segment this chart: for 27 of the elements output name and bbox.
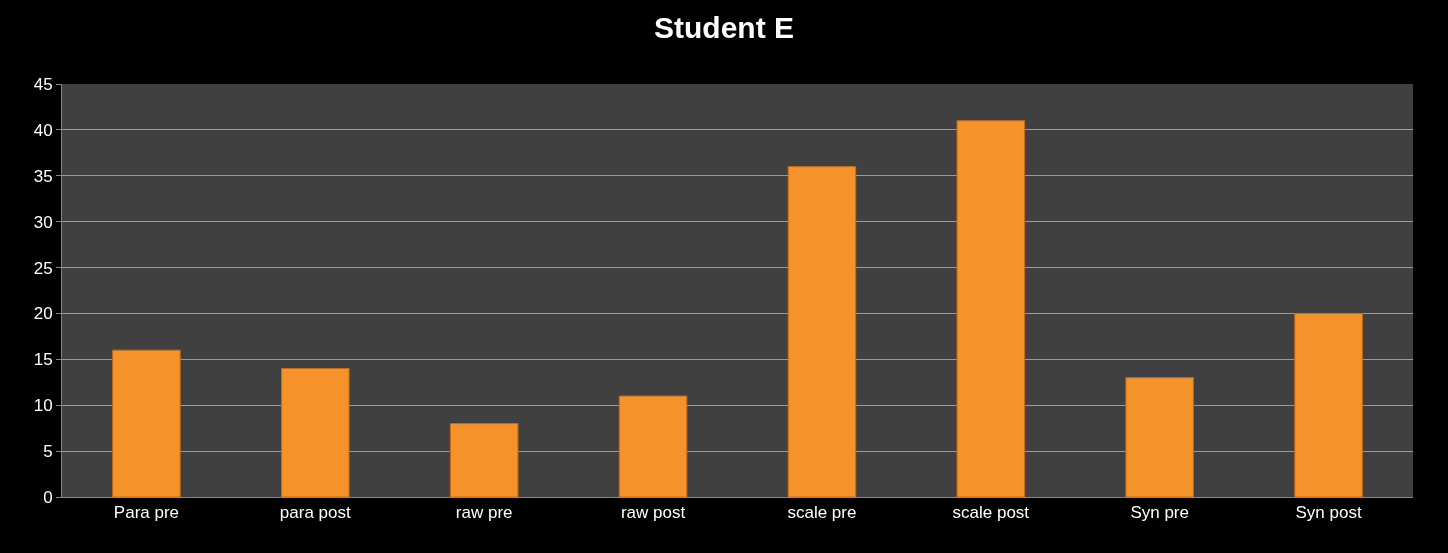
bar [787,166,857,497]
x-tick-label: scale post [952,503,1030,523]
x-tick-label: raw post [620,503,686,523]
y-tick-label: 15 [33,350,53,370]
chart-title: Student E [654,10,794,44]
y-tick-label: 0 [43,487,53,507]
y-tick-label: 45 [33,74,53,94]
bar [112,349,181,497]
bar [618,395,688,497]
bar [956,120,1026,497]
x-tick-label: Syn post [1295,503,1362,523]
y-tick-label: 25 [33,258,53,278]
y-tick-label: 30 [33,212,53,232]
bar [449,423,519,497]
y-tick-label: 10 [33,396,53,416]
y-tick-label: 20 [33,304,53,324]
y-tick-label: 40 [33,120,53,140]
x-tick-label: scale pre [787,503,857,523]
y-tick-label: 5 [43,442,53,462]
bar [1125,377,1194,497]
x-tick-label: Syn pre [1130,503,1189,523]
bar [281,368,350,497]
bar [1294,312,1363,497]
x-tick-label: raw pre [455,503,513,523]
y-tick-label: 35 [33,166,53,186]
x-tick-label: Para pre [113,503,180,523]
x-tick-label: para post [279,503,352,523]
